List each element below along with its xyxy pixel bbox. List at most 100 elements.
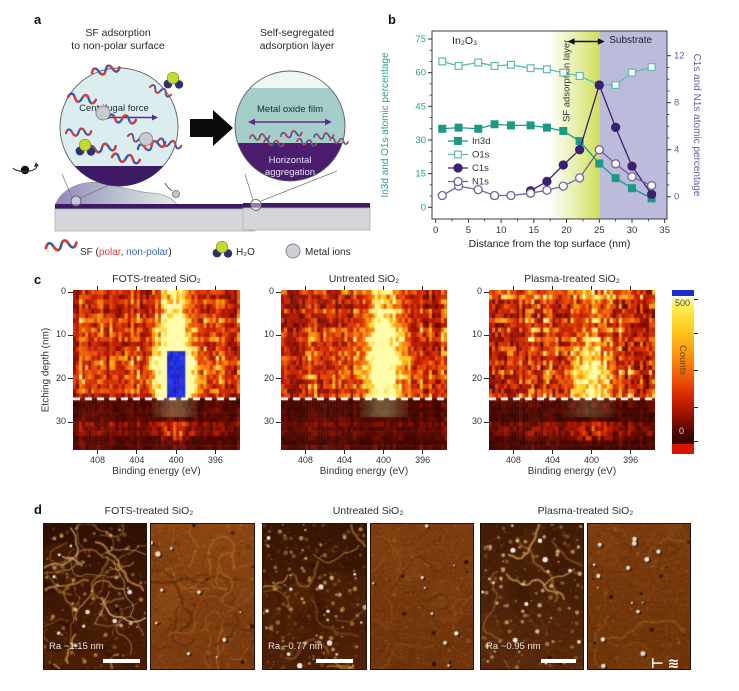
axis-tick [343, 286, 345, 290]
svg-text:10: 10 [496, 225, 507, 236]
scale-bar [103, 659, 140, 663]
svg-text:45: 45 [415, 101, 426, 112]
svg-text:5: 5 [466, 225, 471, 236]
tick-label: 30 [471, 416, 482, 426]
water-cluster-icon [212, 240, 233, 258]
sf-adsorption-schematic: SF adsorption to non-polar surface Self-… [12, 27, 371, 259]
afm-title-untreated: Untreated SiO₂ [332, 505, 404, 517]
axis-tick [97, 450, 99, 454]
sf-molecule-icon [156, 137, 183, 150]
heatmap-title-plasma: Plasma-treated SiO₂ [524, 273, 620, 285]
axis-tick [68, 291, 73, 293]
axis-tick [214, 450, 216, 454]
afm-phase-plasma [587, 523, 691, 670]
ra-value-untreated: Ra ~0.77 nm [268, 641, 323, 652]
tick-label: 20 [55, 372, 66, 383]
water-cluster-icon [163, 71, 184, 89]
axis-tick [551, 450, 553, 454]
ra-value-plasma: Ra ~0.95 nm [486, 641, 541, 652]
axis-ticks: 0 5 10 15 20 25 30 35 0 15 30 45 60 75 0 4 8 12 [415, 34, 684, 236]
svg-text:30: 30 [627, 225, 638, 236]
xps-depth-profile-chart: In₂O₃ SF adsorption layer Substrate 0 5 10 15 2… [380, 30, 702, 250]
axis-tick [422, 286, 424, 290]
axis-tick [484, 378, 489, 380]
tick-label: 408 [505, 455, 521, 465]
axis-tick [630, 286, 632, 290]
aggregated-layer [60, 166, 178, 186]
axis-tick [694, 370, 698, 371]
panel-c-label: c [34, 272, 42, 287]
axis-tick [484, 291, 489, 293]
sf-molecule-icon [66, 92, 98, 105]
axis-tick [304, 286, 306, 290]
legend-entry-in3d: In3d [448, 136, 491, 147]
tick-label: 400 [168, 455, 184, 465]
tick-label: 10 [471, 329, 482, 340]
sf-molecule-icon [106, 113, 138, 125]
left-schematic-title-line2: to non-polar surface [71, 40, 165, 52]
centrifugal-force-label: Centrifugal force [79, 103, 149, 114]
axis-tick [694, 298, 698, 300]
afm-title-plasma: Plasma-treated SiO₂ [537, 505, 634, 517]
colorbar-units-label: Counts [677, 345, 688, 376]
h2o-legend-label: H₂O [236, 247, 255, 258]
svg-text:25: 25 [594, 225, 605, 236]
afm-title-fots: FOTS-treated SiO₂ [104, 505, 194, 517]
metal-ion-icon [95, 105, 111, 121]
binding-energy-axis-label: Binding energy (eV) [112, 466, 201, 477]
axis-tick [97, 286, 99, 290]
heatmap-fots [73, 290, 240, 450]
svg-text:0: 0 [421, 202, 426, 213]
right-film-layer [243, 203, 370, 208]
afm-phase-fots [150, 523, 255, 670]
left-y-axis-label: In3d and O1s atomic percentage [380, 52, 391, 198]
axis-tick [694, 333, 698, 334]
colorbar-gradient [672, 296, 694, 444]
binding-energy-axis-label: Binding energy (eV) [527, 466, 617, 477]
tick-label: 10 [263, 329, 274, 340]
transition-arrow [190, 110, 233, 146]
axis-tick [383, 450, 385, 454]
sf-molecule-icon [280, 130, 303, 139]
svg-text:20: 20 [561, 225, 572, 236]
metal-ion-icon [285, 243, 301, 259]
metal-ion-icon [139, 132, 153, 146]
svg-text:C1s: C1s [472, 163, 489, 174]
svg-text:In3d: In3d [472, 136, 491, 147]
counts-colorbar: 500 0 Counts [672, 290, 694, 462]
film-extent-arrow [248, 118, 332, 126]
axis-tick [551, 286, 553, 290]
water-cluster-icon [75, 138, 96, 156]
colorbar-underflow [672, 444, 694, 454]
sf-molecule-icon [313, 132, 335, 140]
tick-label: 408 [297, 455, 313, 465]
magnifier-spot [250, 199, 262, 211]
axis-tick [276, 378, 281, 380]
colorbar-min-label: 0 [679, 426, 685, 436]
left-substrate [54, 208, 256, 232]
axis-tick [694, 441, 698, 443]
tick-label: 30 [55, 416, 66, 426]
tick-label: 10 [55, 329, 66, 340]
tick-label: 404 [544, 455, 560, 465]
metal-oxide-film-label: Metal oxide film [257, 104, 323, 115]
substrate-annotation: Substrate [609, 35, 652, 46]
sf-molecule-icon [86, 142, 117, 154]
tick-label: 404 [129, 455, 145, 465]
scale-bar [541, 659, 576, 663]
sf-layer-extent-arrow [567, 38, 605, 45]
sf-molecule-icon [64, 127, 93, 137]
legend-entry-n1s: N1s [448, 177, 489, 188]
axis-tick [175, 286, 177, 290]
heatmap-title-fots: FOTS-treated SiO₂ [112, 273, 201, 285]
callout-line [61, 173, 73, 198]
tick-label: 20 [471, 372, 482, 383]
plot-frame [431, 30, 668, 220]
heatmap-untreated [281, 290, 447, 450]
tick-label: 0 [476, 286, 482, 296]
tick-label: 396 [623, 455, 639, 465]
svg-text:15: 15 [415, 169, 426, 180]
etching-depth-axis-label: Etching depth (nm) [40, 327, 52, 413]
spin-axis-icon [12, 162, 39, 175]
panel-a-label: a [34, 12, 42, 27]
